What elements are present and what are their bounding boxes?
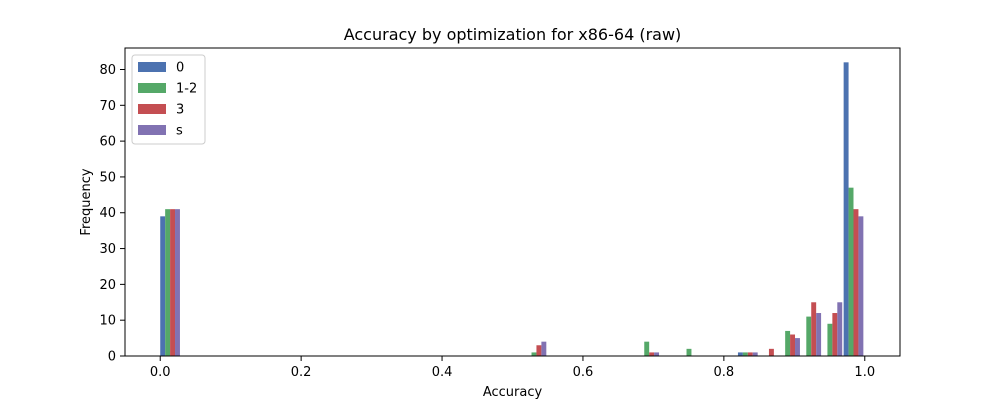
bar-1-2-bin-4 bbox=[742, 352, 748, 356]
bar-1-2-bin-3 bbox=[686, 348, 692, 356]
x-tick-label: 0.6 bbox=[573, 365, 594, 380]
y-axis-title: Frequency bbox=[79, 168, 94, 235]
legend-swatch-s bbox=[138, 125, 166, 135]
bar-3-bin-4 bbox=[747, 352, 753, 356]
bar-s-bin-2 bbox=[654, 352, 660, 356]
bar-1-2-bin-8 bbox=[827, 323, 833, 356]
legend-swatch-3 bbox=[138, 104, 166, 114]
bar-s-bin-4 bbox=[752, 352, 758, 356]
bar-0-bin-9 bbox=[843, 62, 849, 356]
y-tick-label: 50 bbox=[99, 170, 116, 185]
bar-3-bin-6 bbox=[790, 334, 796, 356]
legend-swatch-1-2 bbox=[138, 83, 166, 93]
bar-3-bin-1 bbox=[536, 345, 542, 356]
bar-3-bin-0 bbox=[170, 209, 176, 356]
bars-layer bbox=[160, 62, 864, 356]
x-tick-label: 1.0 bbox=[854, 365, 875, 380]
x-axis-title: Accuracy bbox=[483, 385, 543, 400]
y-tick-label: 40 bbox=[99, 206, 116, 221]
bar-s-bin-6 bbox=[795, 338, 800, 356]
bar-s-bin-1 bbox=[541, 341, 547, 356]
legend-swatch-0 bbox=[138, 62, 166, 72]
y-tick-label: 70 bbox=[99, 99, 116, 114]
x-tick-label: 0.0 bbox=[150, 365, 171, 380]
y-tick-label: 30 bbox=[99, 242, 116, 257]
y-tick-label: 60 bbox=[99, 135, 116, 150]
legend-label-s: s bbox=[176, 124, 183, 139]
bar-1-2-bin-7 bbox=[806, 316, 812, 356]
bar-3-bin-8 bbox=[832, 313, 838, 356]
bar-0-bin-0 bbox=[160, 216, 166, 356]
bar-3-bin-9 bbox=[853, 209, 859, 356]
y-tick-label: 0 bbox=[108, 350, 116, 365]
bar-s-bin-7 bbox=[816, 313, 822, 356]
bar-3-bin-5 bbox=[768, 348, 774, 356]
bar-1-2-bin-6 bbox=[785, 330, 791, 356]
bar-1-2-bin-1 bbox=[531, 352, 537, 356]
bar-3-bin-2 bbox=[649, 352, 655, 356]
x-tick-label: 0.8 bbox=[714, 365, 735, 380]
bar-s-bin-9 bbox=[858, 216, 864, 356]
legend-box bbox=[131, 54, 206, 145]
chart-title: Accuracy by optimization for x86-64 (raw… bbox=[344, 25, 682, 44]
y-tick-label: 80 bbox=[99, 63, 116, 78]
bar-1-2-bin-9 bbox=[848, 187, 854, 356]
legend: 0 1-2 3 s bbox=[131, 54, 206, 145]
x-axis: 0.0 0.2 0.4 0.6 0.8 1.0 bbox=[150, 356, 875, 380]
bar-1-2-bin-0 bbox=[165, 209, 171, 356]
legend-label-0: 0 bbox=[176, 61, 184, 76]
y-axis: 0 10 20 30 40 50 60 70 80 bbox=[99, 63, 125, 365]
plot-frame bbox=[124, 47, 901, 357]
x-tick-label: 0.4 bbox=[432, 365, 453, 380]
bar-0-bin-4 bbox=[737, 352, 743, 356]
x-tick-label: 0.2 bbox=[291, 365, 312, 380]
bar-s-bin-8 bbox=[837, 302, 843, 356]
legend-label-1-2: 1-2 bbox=[176, 82, 197, 97]
bar-s-bin-0 bbox=[175, 209, 180, 356]
y-tick-label: 10 bbox=[99, 314, 116, 329]
bar-3-bin-7 bbox=[811, 302, 817, 356]
legend-label-3: 3 bbox=[176, 103, 184, 118]
bar-1-2-bin-2 bbox=[644, 341, 650, 356]
y-tick-label: 20 bbox=[99, 278, 116, 293]
